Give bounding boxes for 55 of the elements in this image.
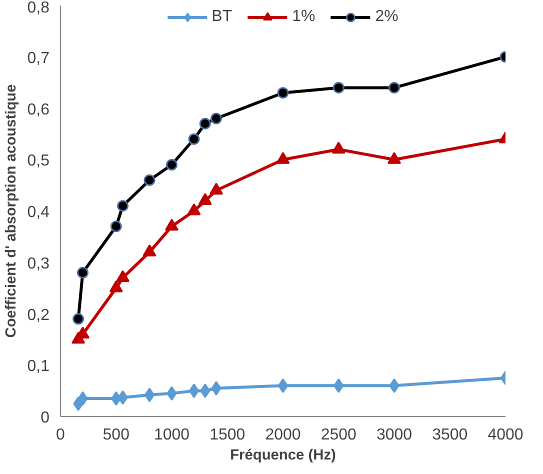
y-tick-label: 0 bbox=[40, 410, 50, 426]
y-tick-label: 0,3 bbox=[27, 255, 50, 272]
point bbox=[116, 270, 130, 282]
x-tick-label: 2000 bbox=[265, 426, 301, 444]
point bbox=[332, 82, 344, 94]
point bbox=[210, 112, 222, 124]
x-tick-label: 3500 bbox=[432, 426, 468, 444]
point bbox=[144, 174, 156, 186]
x-tick-label: 2500 bbox=[320, 426, 357, 444]
x-tick-label: 3000 bbox=[376, 426, 412, 444]
point bbox=[211, 380, 222, 396]
point bbox=[200, 384, 210, 398]
point bbox=[198, 193, 212, 205]
point bbox=[166, 386, 177, 401]
point bbox=[277, 87, 289, 99]
legend-label: BT bbox=[212, 8, 232, 26]
y-tick-label: 0,6 bbox=[27, 101, 50, 118]
point bbox=[276, 152, 290, 164]
point bbox=[78, 391, 88, 406]
point bbox=[187, 203, 201, 216]
x-tick-label: 1000 bbox=[154, 426, 190, 444]
y-tick-label: 0,8 bbox=[27, 0, 50, 16]
point bbox=[110, 220, 122, 232]
point bbox=[188, 384, 200, 398]
x-tick-label: 4000 bbox=[488, 426, 524, 444]
point bbox=[165, 218, 178, 231]
point bbox=[118, 390, 128, 405]
x-tick-label: 0 bbox=[56, 426, 66, 444]
point bbox=[388, 82, 400, 94]
point bbox=[389, 378, 400, 393]
y-axis-title: Coefficient d' absorption acoustique bbox=[3, 84, 20, 338]
legend-label: 2% bbox=[375, 8, 398, 26]
point bbox=[72, 313, 84, 325]
y-tick-label: 0,5 bbox=[27, 152, 50, 170]
legend-label: 1% bbox=[292, 8, 316, 26]
y-tick-label: 0,1 bbox=[27, 358, 50, 376]
y-tick-label: 0,2 bbox=[27, 306, 50, 324]
point bbox=[188, 133, 200, 145]
x-tick-label: 1500 bbox=[210, 426, 246, 444]
point bbox=[334, 378, 344, 393]
point bbox=[210, 182, 223, 195]
x-axis-title: Fréquence (Hz) bbox=[230, 448, 336, 464]
point bbox=[144, 388, 155, 402]
y-tick-label: 0,7 bbox=[27, 50, 50, 67]
point bbox=[109, 280, 123, 292]
y-tick-label: 0,4 bbox=[27, 204, 50, 221]
point bbox=[199, 118, 211, 130]
point bbox=[332, 142, 346, 154]
point bbox=[117, 200, 129, 212]
point bbox=[278, 378, 288, 393]
point bbox=[142, 244, 156, 256]
point bbox=[388, 152, 401, 164]
x-tick-label: 500 bbox=[102, 426, 130, 444]
point bbox=[77, 266, 88, 278]
point bbox=[166, 159, 178, 171]
